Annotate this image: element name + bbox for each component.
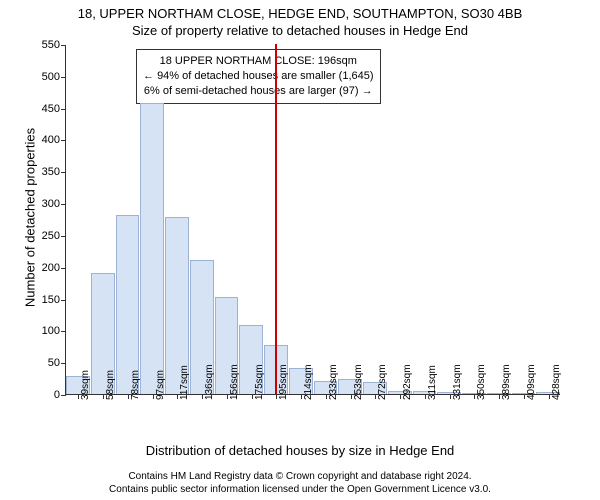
annotation-line3: 6% of semi-detached houses are larger (9… (143, 84, 374, 99)
x-tick-label: 39sqm (80, 370, 91, 400)
x-axis-label: Distribution of detached houses by size … (0, 443, 600, 458)
chart-subtitle: Size of property relative to detached ho… (0, 21, 600, 38)
x-tick-mark (450, 394, 451, 399)
x-tick-mark (252, 394, 253, 399)
annotation-box: 18 UPPER NORTHAM CLOSE: 196sqm ← 94% of … (136, 49, 381, 104)
y-tick-mark (61, 204, 66, 205)
y-tick-mark (61, 268, 66, 269)
x-tick-label: 350sqm (476, 364, 487, 400)
arrow-left-icon: ← (143, 70, 154, 82)
reference-line (275, 44, 277, 394)
x-tick-label: 389sqm (501, 364, 512, 400)
x-tick-label: 253sqm (353, 364, 364, 400)
x-tick-mark (301, 394, 302, 399)
x-tick-label: 136sqm (204, 364, 215, 400)
footer: Contains HM Land Registry data © Crown c… (0, 470, 600, 496)
y-axis-label: Number of detached properties (23, 118, 38, 318)
histogram-bar (140, 103, 164, 394)
x-tick-mark (549, 394, 550, 399)
x-tick-mark (103, 394, 104, 399)
x-tick-mark (326, 394, 327, 399)
x-tick-mark (524, 394, 525, 399)
x-tick-label: 428sqm (551, 364, 562, 400)
x-tick-label: 233sqm (328, 364, 339, 400)
y-tick-mark (61, 140, 66, 141)
y-tick-mark (61, 395, 66, 396)
y-tick-mark (61, 363, 66, 364)
x-tick-label: 331sqm (452, 364, 463, 400)
x-tick-mark (153, 394, 154, 399)
x-tick-mark (202, 394, 203, 399)
x-tick-label: 78sqm (130, 370, 141, 400)
x-tick-mark (499, 394, 500, 399)
y-tick-mark (61, 45, 66, 46)
x-tick-mark (128, 394, 129, 399)
annotation-line1: 18 UPPER NORTHAM CLOSE: 196sqm (143, 54, 374, 69)
x-tick-label: 292sqm (402, 364, 413, 400)
y-tick-mark (61, 172, 66, 173)
y-tick-mark (61, 331, 66, 332)
x-tick-label: 272sqm (377, 364, 388, 400)
x-tick-label: 97sqm (155, 370, 166, 400)
annotation-line2: ← 94% of detached houses are smaller (1,… (143, 69, 374, 84)
x-tick-mark (351, 394, 352, 399)
x-tick-label: 58sqm (105, 370, 116, 400)
x-tick-label: 195sqm (278, 364, 289, 400)
x-tick-label: 409sqm (526, 364, 537, 400)
y-tick-mark (61, 77, 66, 78)
chart-container: 18, UPPER NORTHAM CLOSE, HEDGE END, SOUT… (0, 0, 600, 500)
x-tick-label: 156sqm (229, 364, 240, 400)
x-tick-mark (425, 394, 426, 399)
histogram-bar (116, 215, 140, 394)
chart-title: 18, UPPER NORTHAM CLOSE, HEDGE END, SOUT… (0, 0, 600, 21)
x-tick-label: 311sqm (427, 365, 438, 400)
y-tick-mark (61, 300, 66, 301)
x-tick-label: 214sqm (303, 364, 314, 400)
x-tick-label: 175sqm (254, 364, 265, 400)
x-tick-label: 117sqm (179, 365, 190, 400)
footer-line2: Contains public sector information licen… (0, 483, 600, 496)
y-tick-mark (61, 236, 66, 237)
arrow-right-icon: → (362, 85, 373, 97)
footer-line1: Contains HM Land Registry data © Crown c… (0, 470, 600, 483)
plot-area: 18 UPPER NORTHAM CLOSE: 196sqm ← 94% of … (65, 45, 560, 395)
x-tick-mark (227, 394, 228, 399)
y-tick-mark (61, 109, 66, 110)
x-tick-mark (400, 394, 401, 399)
